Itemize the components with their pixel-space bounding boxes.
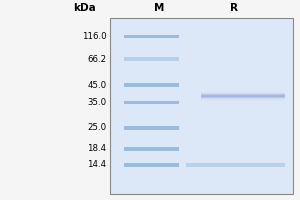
Bar [124,126,179,130]
Bar [124,83,179,87]
Text: R: R [230,3,238,13]
Text: 18.4: 18.4 [87,144,106,153]
Text: 35.0: 35.0 [87,98,106,107]
Bar [110,18,292,194]
Bar [201,94,285,95]
Bar [124,163,179,167]
Bar [201,98,285,99]
Bar [124,57,179,61]
Text: 25.0: 25.0 [87,123,106,132]
Bar [201,92,285,93]
Text: M: M [154,3,164,13]
Bar [124,147,179,151]
Bar [201,99,285,100]
Bar [201,97,285,98]
Bar [201,93,285,94]
Text: kDa: kDa [73,3,95,13]
Bar [186,163,285,167]
Text: 116.0: 116.0 [82,32,106,41]
Text: 66.2: 66.2 [87,55,106,64]
Bar [124,101,179,104]
Bar [201,96,285,97]
Text: 45.0: 45.0 [87,81,106,90]
Bar [124,35,179,38]
Bar [201,95,285,96]
Text: 14.4: 14.4 [87,160,106,169]
Bar [201,100,285,101]
